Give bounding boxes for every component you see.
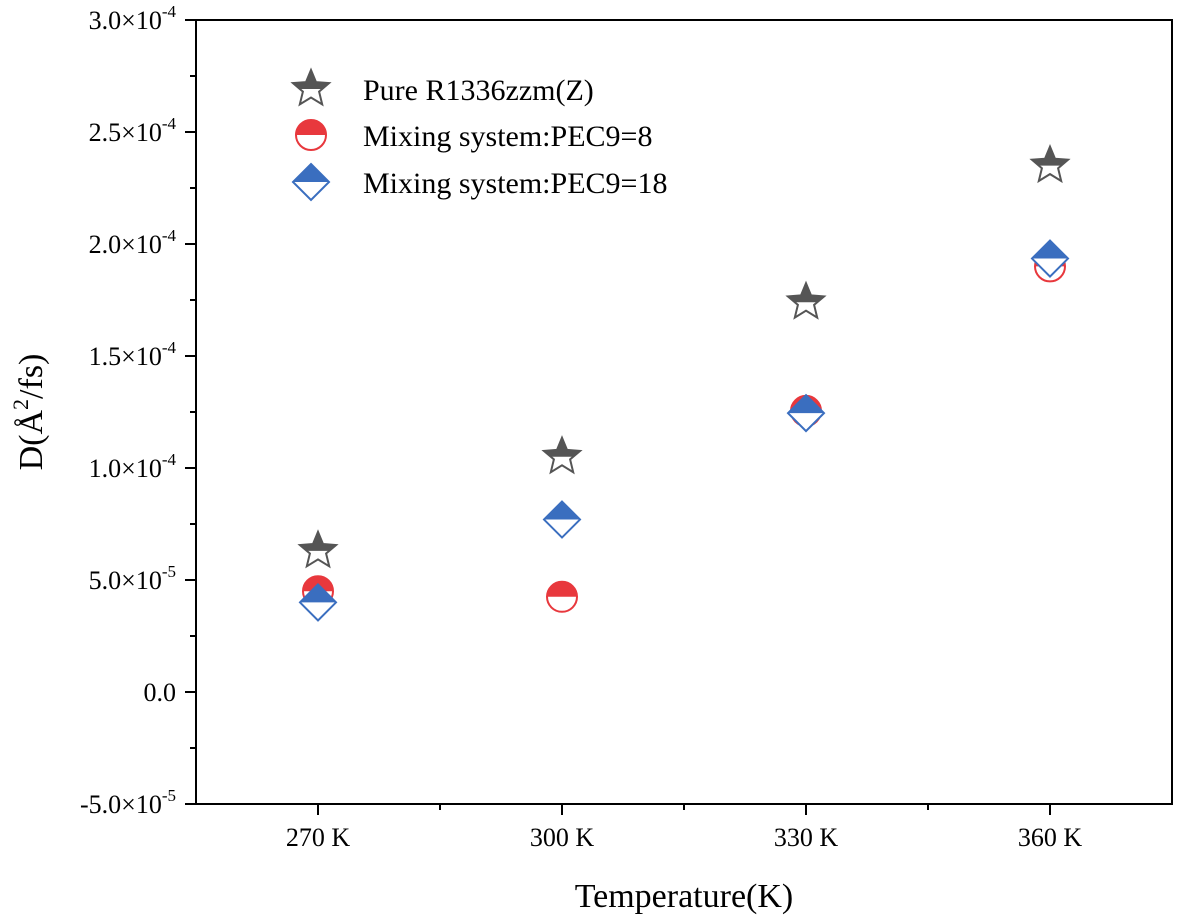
- data-point-series-3: [298, 582, 338, 622]
- plot-area: [195, 19, 1173, 805]
- y-tick-label-exponent: -4: [162, 338, 177, 357]
- data-point-series-1: [1029, 143, 1071, 184]
- legend-label: Mixing system:PEC9=8: [363, 120, 652, 153]
- legend-item: Pure R1336zzm(Z): [290, 67, 594, 107]
- legend-marker: [295, 119, 327, 151]
- y-tick-label-mantissa: 0.0: [144, 678, 177, 707]
- data-point-series-3: [786, 393, 826, 433]
- y-tick-label: 2.0×10-4: [89, 226, 177, 259]
- y-tick-label-mantissa: 1.5×10: [89, 342, 162, 371]
- y-tick-label: -5.0×10-5: [80, 786, 176, 819]
- data-markers: [297, 143, 1071, 622]
- y-axis-title-superscript: 2: [8, 399, 33, 410]
- y-tick-label-exponent: -4: [162, 450, 177, 469]
- data-point-series-1: [785, 280, 827, 320]
- y-tick-label-mantissa: -5.0×10: [80, 790, 162, 819]
- y-axis-title-suffix: /fs): [13, 354, 50, 399]
- y-tick-label: 5.0×10-5: [89, 562, 176, 595]
- legend: Pure R1336zzm(Z) Mixing system:PEC9=8 Mixi…: [290, 67, 667, 202]
- x-tick-label: 330 K: [774, 823, 839, 852]
- legend-item: Mixing system:PEC9=18: [291, 162, 667, 202]
- x-tick-label: 300 K: [530, 823, 595, 852]
- y-tick-label-mantissa: 2.0×10: [89, 230, 162, 259]
- data-point-series-3: [1030, 239, 1070, 278]
- x-axis: 270 K 300 K 330 K 360 K: [286, 804, 1083, 852]
- legend-label: Mixing system:PEC9=18: [363, 167, 667, 200]
- y-axis: -5.0×10-50.05.0×10-51.0×10-41.5×10-42.0×…: [80, 2, 196, 819]
- legend-marker: [291, 162, 331, 202]
- y-tick-label-exponent: -4: [162, 114, 177, 133]
- legend-label: Pure R1336zzm(Z): [363, 74, 594, 107]
- y-tick-label: 1.0×10-4: [89, 450, 177, 483]
- y-tick-label-mantissa: 2.5×10: [89, 118, 162, 147]
- y-tick-label: 3.0×10-4: [89, 2, 177, 35]
- y-tick-label-exponent: -5: [162, 786, 176, 805]
- data-point-series-1: [541, 435, 583, 475]
- y-axis-title-prefix: D(Å: [13, 410, 50, 471]
- y-tick-label-exponent: -5: [162, 562, 176, 581]
- y-tick-label-mantissa: 1.0×10: [89, 454, 162, 483]
- plot-frame: [195, 19, 1173, 805]
- y-tick-label-mantissa: 5.0×10: [89, 566, 162, 595]
- x-tick-label: 360 K: [1018, 823, 1083, 852]
- legend-marker: [290, 67, 332, 107]
- y-tick-label-mantissa: 3.0×10: [89, 6, 162, 35]
- x-axis-title: Temperature(K): [575, 878, 794, 915]
- y-axis-title: D(Å2/fs): [8, 354, 50, 471]
- legend-item: Mixing system:PEC9=8: [295, 119, 652, 153]
- y-tick-label-exponent: -4: [162, 226, 177, 245]
- y-tick-label: 0.0: [144, 678, 177, 707]
- y-tick-label: 1.5×10-4: [89, 338, 177, 371]
- y-tick-label-exponent: -4: [162, 2, 177, 21]
- data-point-series-2: [546, 580, 578, 613]
- data-point-series-3: [542, 500, 582, 539]
- x-tick-label: 270 K: [286, 823, 351, 852]
- y-tick-label: 2.5×10-4: [89, 114, 177, 147]
- data-point-series-1: [297, 529, 339, 569]
